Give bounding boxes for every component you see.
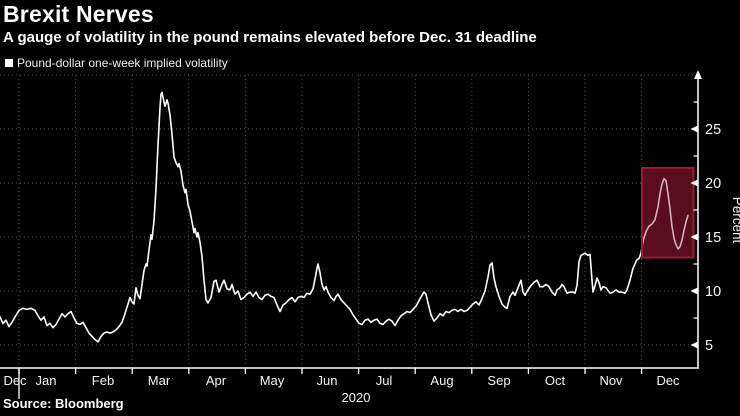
x-gridlines: [18, 75, 643, 368]
y-tick-label: 5: [705, 338, 713, 354]
y-major-tick: [690, 287, 698, 295]
axes: [0, 77, 699, 369]
y-axis-arrow-icon: [694, 70, 702, 79]
y-axis-ticks: 5 10 15 20 25: [690, 101, 721, 354]
y-axis-title: Percent: [730, 197, 740, 244]
x-tick-label: Dec: [3, 373, 27, 388]
legend-swatch-icon: [5, 59, 13, 67]
x-tick-label: Jun: [317, 373, 338, 388]
source-credit: Source: Bloomberg: [3, 396, 124, 411]
chart-title: Brexit Nerves: [3, 1, 154, 27]
legend-label: Pound-dollar one-week implied volatility: [17, 56, 228, 70]
chart-subtitle: A gauge of volatility in the pound remai…: [3, 29, 537, 46]
x-tick-label: Apr: [206, 373, 227, 388]
x-tick-label: Oct: [545, 373, 566, 388]
x-tick-label: Jan: [36, 373, 57, 388]
y-major-tick: [690, 341, 698, 349]
highlight-box: [641, 166, 695, 259]
x-tick-label: May: [260, 373, 285, 388]
x-tick-label: Aug: [430, 373, 453, 388]
x-axis-ticks: [18, 368, 643, 399]
x-tick-label: Nov: [599, 373, 623, 388]
highlight-box-base: [642, 167, 694, 258]
y-major-tick: [690, 233, 698, 241]
y-gridlines: [0, 74, 698, 346]
series-line: [0, 91, 689, 343]
y-tick-label: 25: [705, 122, 721, 138]
y-major-tick: [690, 125, 698, 133]
x-tick-label: Sep: [487, 373, 510, 388]
x-tick-label: Mar: [148, 373, 171, 388]
y-major-tick: [690, 179, 698, 187]
year-label: 2020: [342, 390, 371, 405]
y-tick-label: 15: [705, 230, 721, 246]
y-tick-label: 10: [705, 284, 721, 300]
y-tick-label: 20: [705, 176, 721, 192]
x-tick-label: Jul: [376, 373, 393, 388]
legend: Pound-dollar one-week implied volatility: [5, 56, 228, 70]
x-tick-label: Feb: [92, 373, 114, 388]
x-tick-label: Dec: [656, 373, 680, 388]
month-labels: Dec Jan Feb Mar Apr May Jun Jul Aug Sep Oct Nov Dec: [3, 373, 680, 388]
